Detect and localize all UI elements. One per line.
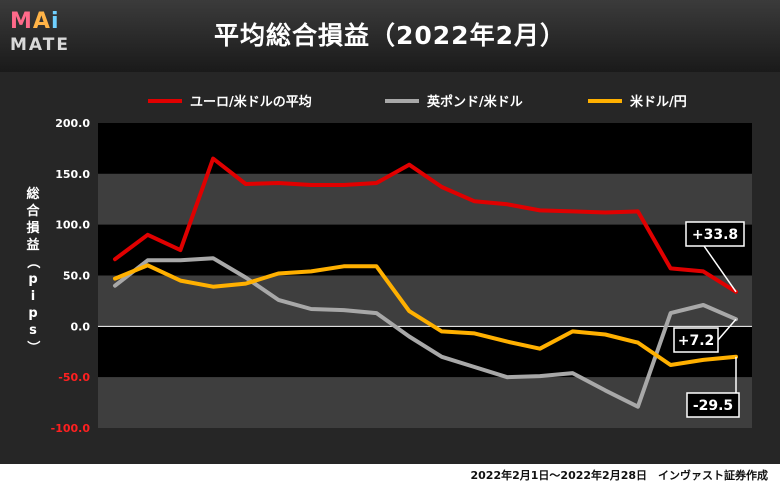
end-value-label: +33.8 — [692, 227, 738, 243]
y-axis-title-char: 益 — [26, 237, 39, 253]
y-axis-title-char: ） — [25, 340, 41, 353]
callout-box — [686, 392, 740, 418]
legend-label: 英ポンド/米ドル — [426, 94, 523, 110]
header: MAi MATE 平均総合損益（2022年2月） — [0, 0, 780, 72]
y-axis-title-char: s — [29, 323, 37, 338]
series-line — [113, 263, 738, 367]
y-tick-label: 200.0 — [55, 117, 90, 130]
callout-box — [685, 221, 745, 247]
legend: ユーロ/米ドルの平均 英ポンド/米ドル 米ドル/円 — [148, 94, 687, 110]
end-value-label: +7.2 — [678, 333, 715, 349]
series-lines — [113, 156, 738, 409]
legend-label: ユーロ/米ドルの平均 — [190, 94, 312, 110]
legend-label: 米ドル/円 — [630, 94, 687, 110]
y-tick-labels: 200.0 150.0 100.0 50.0 0.0 -50.0 -100.0 — [51, 117, 91, 435]
callout-leader — [703, 245, 737, 293]
y-tick-label: 100.0 — [55, 219, 90, 232]
y-axis-title-char: p — [28, 306, 37, 321]
series-line — [113, 256, 738, 409]
plot-band — [98, 377, 752, 428]
chart-title: 平均総合損益（2022年2月） — [214, 21, 566, 50]
plot-bands — [98, 123, 752, 428]
y-axis-title-char: 損 — [26, 220, 40, 236]
y-axis-title-char: 合 — [26, 203, 40, 219]
y-axis-title-char: （ — [25, 255, 41, 268]
y-axis-title-char: i — [31, 289, 35, 304]
plot-band — [98, 123, 752, 174]
footer-note: 2022年2月1日～2022年2月28日 インヴァスト証券作成 — [470, 469, 769, 482]
y-axis-title-char: p — [28, 272, 37, 287]
series-line — [113, 156, 738, 294]
plot-band — [98, 326, 752, 378]
line-chart: 200.0 150.0 100.0 50.0 0.0 -50.0 -100.0 総合損益 （ p… — [25, 94, 752, 435]
brand-logo: MAi MATE — [10, 9, 70, 56]
callout-leader — [717, 318, 737, 341]
plot-band — [98, 224, 752, 276]
footer: 2022年2月1日～2022年2月28日 インヴァスト証券作成 — [0, 464, 780, 486]
plot-band — [98, 173, 752, 225]
end-value-label: -29.5 — [693, 398, 733, 414]
y-tick-label: -50.0 — [58, 371, 90, 384]
callout-box — [673, 327, 719, 353]
y-axis-title-char: 総 — [26, 186, 39, 202]
end-value-callouts: +33.8 +7.2 -29.5 — [673, 221, 745, 418]
y-tick-label: -100.0 — [51, 422, 91, 435]
y-tick-label: 0.0 — [71, 320, 91, 333]
y-tick-label: 50.0 — [63, 270, 90, 283]
y-tick-label: 150.0 — [55, 168, 90, 181]
